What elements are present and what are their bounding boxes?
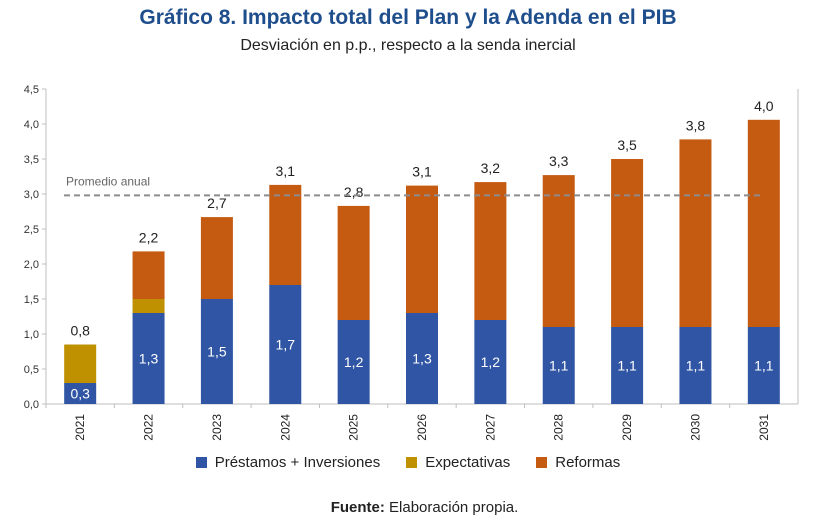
bar-reformas [406,185,438,313]
x-tick-label: 2031 [757,414,771,441]
y-tick-label: 0,0 [24,399,39,411]
x-tick-label: 2029 [620,414,634,441]
bar-prestamos [200,299,233,404]
bar-reformas [474,182,507,320]
bar-prestamos [269,285,302,404]
bar-prestamos [611,327,644,404]
total-label: 3,1 [276,163,296,179]
legend-swatch-reformas [536,457,548,468]
bar-prestamos [132,313,165,404]
bar-reformas [611,159,644,327]
bar-value-label: 1,2 [481,354,501,370]
y-tick-label: 1,5 [24,294,39,306]
bar-prestamos [679,327,712,404]
x-tick-label: 2022 [142,414,156,441]
y-tick-label: 4,5 [24,84,39,96]
legend-label-prestamos: Préstamos + Inversiones [214,454,381,471]
source-note: Fuente: Elaboración propia. [0,499,816,516]
x-tick-label: 2028 [552,414,566,441]
y-tick-label: 4,0 [24,119,39,131]
bar-value-label: 1,7 [276,337,296,353]
bar-reformas [542,175,575,327]
legend-label-expectativas: Expectativas [425,454,511,471]
chart-area: 0,0 0,5 1,0 1,5 2,0 2,5 3,0 3,5 4,0 4,5 0,3 0,8 2021… [24,84,799,441]
bar-expectativas [132,299,165,313]
bar-value-label: 1,1 [754,358,774,374]
bar-value-label: 1,2 [344,354,364,370]
bar-prestamos [542,327,575,404]
average-label: Promedio anual [66,174,150,188]
y-tick-label: 3,5 [24,154,39,166]
y-tick-label: 2,0 [24,259,39,271]
legend-label-reformas: Reformas [555,454,621,471]
bar-value-label: 1,3 [412,351,432,367]
source-text: Elaboración propia. [389,499,519,516]
bar-value-label: 1,1 [686,358,706,374]
bar-reformas [269,184,302,285]
x-tick-label: 2023 [210,414,224,441]
x-tick-label: 2021 [73,414,87,441]
bar-reformas [200,217,233,299]
x-tick-label: 2027 [483,414,497,441]
bar-prestamos [474,320,507,404]
x-tick-label: 2026 [415,414,429,441]
total-label: 3,5 [617,137,637,153]
total-label: 2,7 [207,195,227,211]
bar-prestamos [64,383,97,404]
x-tick-label: 2030 [688,414,702,441]
total-label: 3,1 [412,164,432,180]
total-label: 3,2 [481,160,501,176]
total-label: 3,3 [549,153,569,169]
legend-swatch-expectativas [406,457,418,468]
legend: Préstamos + Inversiones Expectativas Ref… [0,454,816,471]
y-tick-label: 1,0 [24,329,39,341]
legend-swatch-prestamos [195,457,207,468]
bar-prestamos [747,327,780,404]
total-label: 2,8 [344,184,364,200]
y-tick-label: 0,5 [24,364,39,376]
total-label: 4,0 [754,98,774,114]
bar-prestamos [337,320,370,404]
bar-value-label: 1,1 [549,358,569,374]
bar-reformas [132,251,165,299]
bar-prestamos [406,313,438,404]
total-label: 2,2 [139,229,159,245]
total-label: 0,8 [70,323,90,339]
legend-item-expectativas: Expectativas [406,454,510,471]
total-label: 3,8 [686,117,706,133]
source-label: Fuente: [330,499,385,516]
y-tick-label: 2,5 [24,224,39,236]
chart-title: Gráfico 8. Impacto total del Plan y la A… [139,6,677,29]
legend-item-prestamos: Préstamos + Inversiones [195,454,381,471]
chart-subtitle: Desviación en p.p., respecto a la senda … [240,37,576,54]
legend-item-reformas: Reformas [536,454,620,471]
bar-value-label: 1,3 [139,351,159,367]
bar-value-label: 0,3 [70,386,90,402]
bar-reformas [747,119,780,327]
bar-value-label: 1,1 [617,358,637,374]
x-tick-label: 2025 [347,414,361,441]
bar-reformas [337,205,370,320]
y-tick-label: 3,0 [24,189,39,201]
bar-value-label: 1,5 [207,344,227,360]
x-tick-label: 2024 [278,414,292,441]
bar-expectativas [64,344,97,383]
bar-reformas [679,139,712,327]
